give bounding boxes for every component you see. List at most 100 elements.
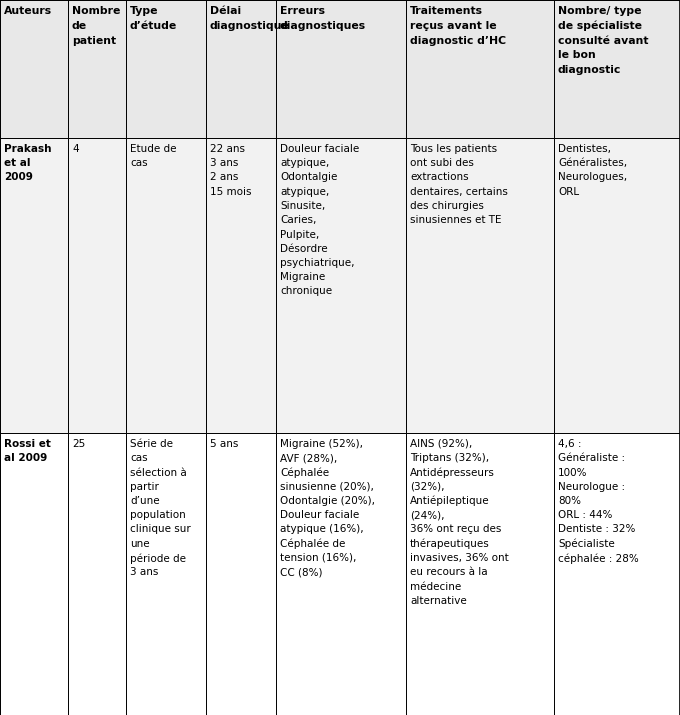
Bar xyxy=(206,138,276,433)
Text: sélection à: sélection à xyxy=(130,468,187,478)
Bar xyxy=(554,433,680,715)
Text: Céphalée de: Céphalée de xyxy=(280,538,345,549)
Text: 2009: 2009 xyxy=(4,172,33,182)
Text: Migraine: Migraine xyxy=(280,272,325,282)
Text: cas: cas xyxy=(130,158,148,168)
Text: Neurologue :: Neurologue : xyxy=(558,482,625,492)
Text: sinusiennes et TE: sinusiennes et TE xyxy=(410,215,502,225)
Text: 3 ans: 3 ans xyxy=(130,567,158,577)
Bar xyxy=(206,433,276,715)
Text: Triptans (32%),: Triptans (32%), xyxy=(410,453,489,463)
Text: dentaires, certains: dentaires, certains xyxy=(410,187,508,197)
Text: Antiépileptique: Antiépileptique xyxy=(410,496,490,506)
Text: extractions: extractions xyxy=(410,172,469,182)
Text: Etude de: Etude de xyxy=(130,144,177,154)
Text: Douleur faciale: Douleur faciale xyxy=(280,511,359,521)
Text: (32%),: (32%), xyxy=(410,482,445,492)
Text: (24%),: (24%), xyxy=(410,511,445,521)
Text: atypique,: atypique, xyxy=(280,158,329,168)
Bar xyxy=(276,433,406,715)
Text: Caries,: Caries, xyxy=(280,215,316,225)
Text: invasives, 36% ont: invasives, 36% ont xyxy=(410,553,509,563)
Bar xyxy=(0,433,68,715)
Text: Traitements: Traitements xyxy=(410,6,483,16)
Text: Série de: Série de xyxy=(130,439,173,449)
Text: 22 ans: 22 ans xyxy=(210,144,245,154)
Text: le bon: le bon xyxy=(558,51,596,61)
Text: atypique (16%),: atypique (16%), xyxy=(280,525,364,535)
Text: de spécialiste: de spécialiste xyxy=(558,21,642,31)
Text: Désordre: Désordre xyxy=(280,244,328,254)
Text: ORL: ORL xyxy=(558,187,579,197)
Text: Tous les patients: Tous les patients xyxy=(410,144,497,154)
Text: une: une xyxy=(130,538,150,548)
Text: diagnostique: diagnostique xyxy=(210,21,290,31)
Text: atypique,: atypique, xyxy=(280,187,329,197)
Bar xyxy=(68,0,126,138)
Text: 100%: 100% xyxy=(558,468,588,478)
Text: reçus avant le: reçus avant le xyxy=(410,21,496,31)
Text: Généralistes,: Généralistes, xyxy=(558,158,627,168)
Text: Odontalgie: Odontalgie xyxy=(280,172,337,182)
Bar xyxy=(206,0,276,138)
Bar xyxy=(406,433,554,715)
Text: partir: partir xyxy=(130,482,159,492)
Text: Nombre: Nombre xyxy=(72,6,120,16)
Text: al 2009: al 2009 xyxy=(4,453,47,463)
Text: Douleur faciale: Douleur faciale xyxy=(280,144,359,154)
Text: eu recours à la: eu recours à la xyxy=(410,567,488,577)
Text: diagnostiques: diagnostiques xyxy=(280,21,366,31)
Bar xyxy=(406,138,554,433)
Text: Délai: Délai xyxy=(210,6,241,16)
Text: 80%: 80% xyxy=(558,496,581,506)
Text: Rossi et: Rossi et xyxy=(4,439,51,449)
Text: alternative: alternative xyxy=(410,596,466,606)
Text: ont subi des: ont subi des xyxy=(410,158,474,168)
Bar xyxy=(126,0,206,138)
Text: tension (16%),: tension (16%), xyxy=(280,553,356,563)
Bar xyxy=(68,138,126,433)
Text: thérapeutiques: thérapeutiques xyxy=(410,538,490,549)
Text: AVF (28%),: AVF (28%), xyxy=(280,453,337,463)
Text: Dentistes,: Dentistes, xyxy=(558,144,611,154)
Text: Auteurs: Auteurs xyxy=(4,6,52,16)
Text: population: population xyxy=(130,511,186,521)
Text: 36% ont reçu des: 36% ont reçu des xyxy=(410,525,501,535)
Text: période de: période de xyxy=(130,553,186,563)
Text: et al: et al xyxy=(4,158,31,168)
Text: de: de xyxy=(72,21,87,31)
Text: 4,6 :: 4,6 : xyxy=(558,439,581,449)
Bar xyxy=(554,138,680,433)
Text: médecine: médecine xyxy=(410,581,461,591)
Text: consulté avant: consulté avant xyxy=(558,36,649,46)
Bar xyxy=(126,433,206,715)
Text: sinusienne (20%),: sinusienne (20%), xyxy=(280,482,374,492)
Bar xyxy=(0,138,68,433)
Text: des chirurgies: des chirurgies xyxy=(410,201,484,211)
Text: chronique: chronique xyxy=(280,287,332,297)
Text: diagnostic: diagnostic xyxy=(558,65,622,75)
Text: 5 ans: 5 ans xyxy=(210,439,239,449)
Text: 3 ans: 3 ans xyxy=(210,158,239,168)
Text: CC (8%): CC (8%) xyxy=(280,567,322,577)
Text: AINS (92%),: AINS (92%), xyxy=(410,439,472,449)
Text: Céphalée: Céphalée xyxy=(280,468,329,478)
Text: psychiatrique,: psychiatrique, xyxy=(280,258,354,268)
Text: Migraine (52%),: Migraine (52%), xyxy=(280,439,363,449)
Text: Antidépresseurs: Antidépresseurs xyxy=(410,468,495,478)
Text: patient: patient xyxy=(72,36,116,46)
Text: Sinusite,: Sinusite, xyxy=(280,201,325,211)
Text: Spécialiste: Spécialiste xyxy=(558,538,615,549)
Text: Généraliste :: Généraliste : xyxy=(558,453,625,463)
Text: 2 ans: 2 ans xyxy=(210,172,239,182)
Text: Erreurs: Erreurs xyxy=(280,6,325,16)
Bar xyxy=(0,0,68,138)
Text: diagnostic d’HC: diagnostic d’HC xyxy=(410,36,506,46)
Text: Dentiste : 32%: Dentiste : 32% xyxy=(558,525,635,535)
Bar xyxy=(276,138,406,433)
Text: Prakash: Prakash xyxy=(4,144,52,154)
Text: d’étude: d’étude xyxy=(130,21,177,31)
Text: Type: Type xyxy=(130,6,158,16)
Text: cas: cas xyxy=(130,453,148,463)
Bar xyxy=(68,433,126,715)
